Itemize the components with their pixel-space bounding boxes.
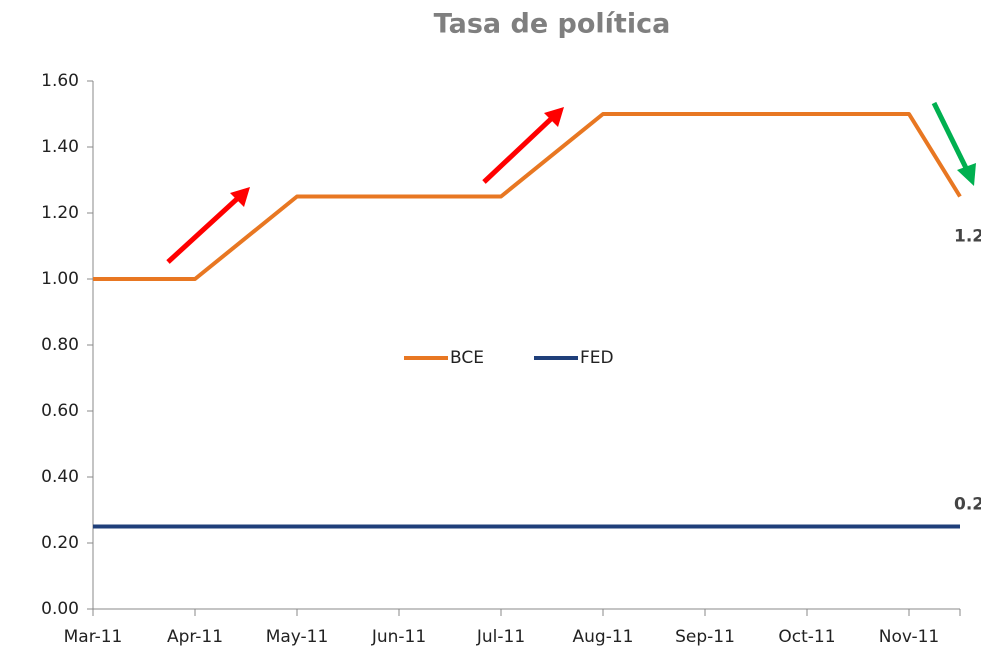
arrow-up — [482, 116, 554, 184]
x-tick-label: Oct-11 — [778, 627, 835, 647]
arrow-up — [166, 196, 240, 264]
y-tick-label: 0.00 — [41, 599, 79, 619]
series-line — [93, 112, 962, 281]
y-tick-label: 1.40 — [41, 137, 79, 157]
arrow-down — [931, 101, 970, 172]
value-label: 1.25 — [954, 227, 981, 247]
y-tick-label: 0.60 — [41, 401, 79, 421]
y-tick-label: 1.00 — [41, 269, 79, 289]
x-tick-label: May-11 — [266, 627, 329, 647]
legend-label: FED — [580, 348, 614, 368]
y-tick-label: 1.20 — [41, 203, 79, 223]
y-tick-label: 0.80 — [41, 335, 79, 355]
value-label: 0.25 — [954, 495, 981, 515]
y-tick-label: 0.40 — [41, 467, 79, 487]
arrow-head — [957, 163, 976, 186]
x-tick-label: Mar-11 — [64, 627, 123, 647]
arrow-head — [230, 187, 250, 207]
x-tick-label: Jul-11 — [476, 627, 525, 647]
x-tick-label: Nov-11 — [879, 627, 940, 647]
x-tick-label: Sep-11 — [675, 627, 735, 647]
x-tick-label: Apr-11 — [167, 627, 223, 647]
y-tick-label: 1.60 — [41, 71, 79, 91]
annotation-arrows — [166, 101, 976, 264]
arrow-head — [544, 107, 564, 127]
x-tick-label: Jun-11 — [371, 627, 426, 647]
x-tick-label: Aug-11 — [573, 627, 634, 647]
y-tick-label: 0.20 — [41, 533, 79, 553]
chart-title: Tasa de política — [434, 9, 671, 40]
legend-label: BCE — [450, 348, 484, 368]
